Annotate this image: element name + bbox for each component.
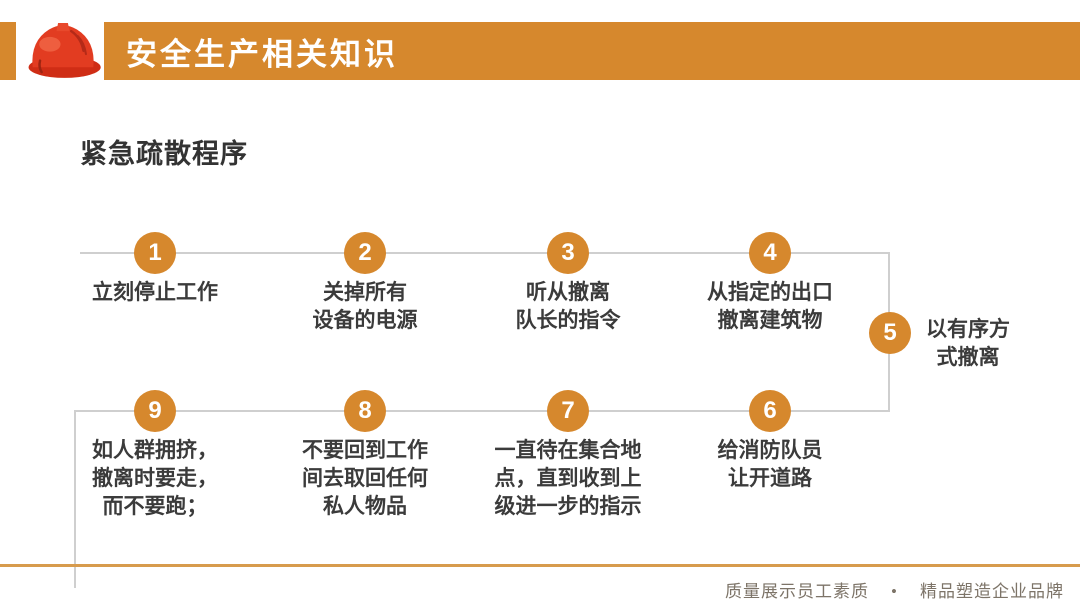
step-5-badge: 5 bbox=[869, 312, 911, 354]
step-5-line-1: 以有序方 bbox=[926, 317, 1010, 341]
banner-title: 安全生产相关知识 bbox=[126, 36, 398, 72]
step-9-line-2: 撤离时要走， bbox=[92, 466, 218, 490]
step-1-label: 立刻停止工作 bbox=[45, 278, 265, 306]
page-title: 紧急疏散程序 bbox=[80, 139, 248, 169]
step-8-line-1: 不要回到工作 bbox=[302, 438, 428, 462]
footer-slogan-right: 精品塑造企业品牌 bbox=[920, 582, 1064, 601]
step-8-line-3: 私人物品 bbox=[323, 494, 407, 518]
step-4-line-1: 从指定的出口 bbox=[707, 280, 833, 304]
step-6-line-2: 让开道路 bbox=[728, 466, 812, 490]
step-3-line-2: 队长的指令 bbox=[515, 308, 621, 332]
step-5-line-2: 式撤离 bbox=[936, 345, 1000, 369]
step-7-line-3: 级进一步的指示 bbox=[494, 494, 642, 518]
step-7-badge: 7 bbox=[547, 390, 589, 432]
step-8-line-2: 间去取回任何 bbox=[302, 466, 428, 490]
step-2-label: 关掉所有 设备的电源 bbox=[255, 278, 475, 334]
step-4-label: 从指定的出口 撤离建筑物 bbox=[660, 278, 880, 334]
safety-helmet-icon bbox=[22, 12, 104, 88]
step-5-label: 以有序方 式撤离 bbox=[918, 315, 1018, 371]
step-9-line-3: 而不要跑； bbox=[102, 494, 208, 518]
step-6-badge: 6 bbox=[749, 390, 791, 432]
header-left-accent-strip bbox=[0, 22, 16, 80]
step-3-badge: 3 bbox=[547, 232, 589, 274]
step-3-label: 听从撤离 队长的指令 bbox=[458, 278, 678, 334]
step-9-badge: 9 bbox=[134, 390, 176, 432]
step-7-label: 一直待在集合地 点，直到收到上 级进一步的指示 bbox=[458, 436, 678, 520]
step-2-line-1: 关掉所有 bbox=[323, 280, 407, 304]
step-8-badge: 8 bbox=[344, 390, 386, 432]
footer-slogan-left: 质量展示员工素质 bbox=[725, 582, 870, 601]
step-1-badge: 1 bbox=[134, 232, 176, 274]
step-3-line-1: 听从撤离 bbox=[526, 280, 610, 304]
footer-slogan: 质量展示员工素质 • 精品塑造企业品牌 bbox=[725, 577, 1064, 602]
connector-left-vertical bbox=[74, 410, 76, 588]
step-2-line-2: 设备的电源 bbox=[312, 308, 418, 332]
step-9-label: 如人群拥挤， 撤离时要走， 而不要跑； bbox=[45, 436, 265, 520]
step-1-line-1: 立刻停止工作 bbox=[92, 280, 218, 304]
step-8-label: 不要回到工作 间去取回任何 私人物品 bbox=[255, 436, 475, 520]
step-4-badge: 4 bbox=[749, 232, 791, 274]
step-6-line-1: 给消防队员 bbox=[717, 438, 823, 462]
step-9-line-1: 如人群拥挤， bbox=[92, 438, 218, 462]
footer-divider-line bbox=[0, 564, 1080, 567]
step-7-line-1: 一直待在集合地 bbox=[494, 438, 642, 462]
step-7-line-2: 点，直到收到上 bbox=[494, 466, 642, 490]
connector-row2-horizontal bbox=[74, 410, 890, 412]
footer-separator-dot: • bbox=[891, 582, 898, 601]
step-4-line-2: 撤离建筑物 bbox=[717, 308, 823, 332]
step-2-badge: 2 bbox=[344, 232, 386, 274]
header-banner: 安全生产相关知识 bbox=[104, 22, 1080, 80]
step-6-label: 给消防队员 让开道路 bbox=[660, 436, 880, 492]
connector-row1-horizontal bbox=[80, 252, 890, 254]
